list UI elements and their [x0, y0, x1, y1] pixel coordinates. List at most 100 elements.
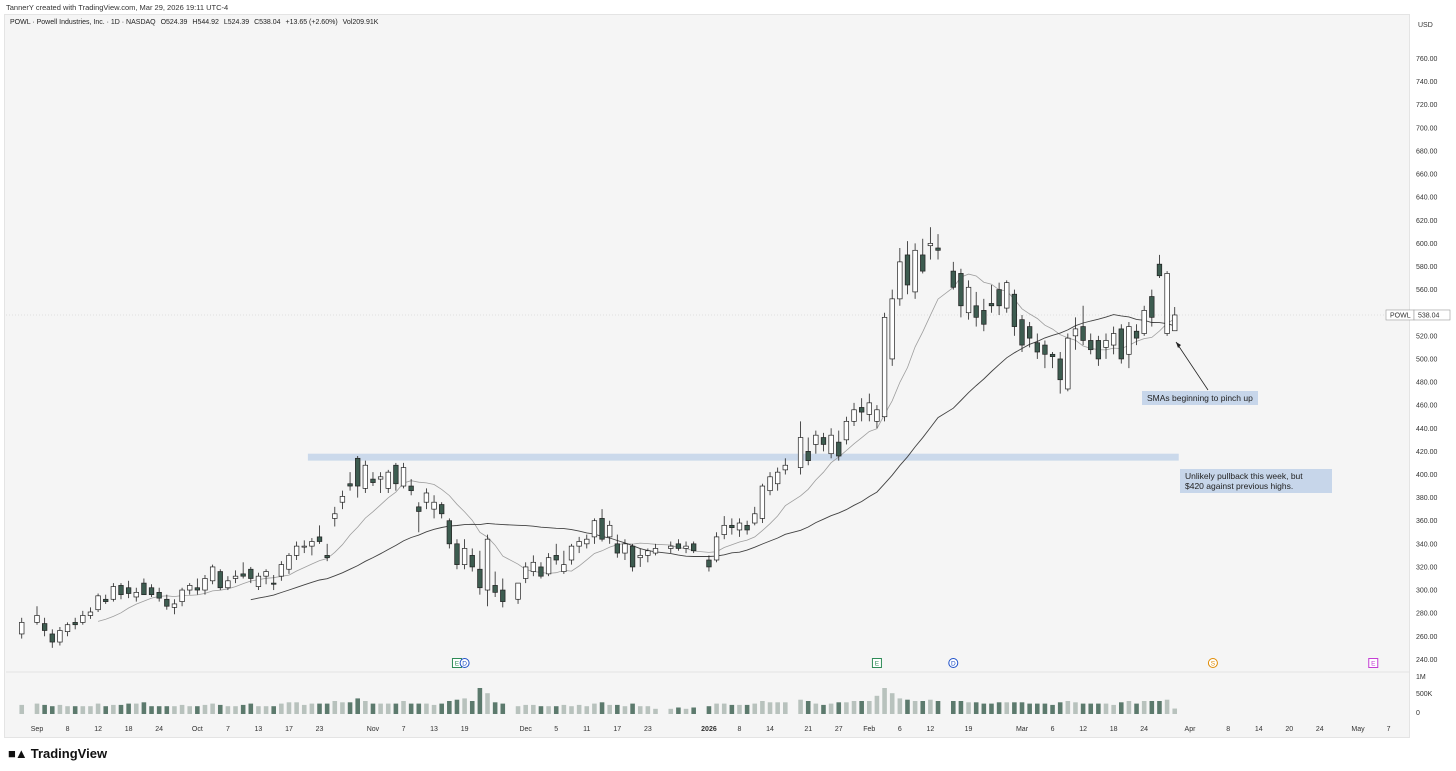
- candle-body[interactable]: [965, 286, 972, 314]
- candle-body[interactable]: [813, 434, 819, 445]
- candle-body[interactable]: [775, 471, 781, 485]
- candle-body[interactable]: [805, 451, 811, 461]
- candle-body[interactable]: [355, 457, 361, 487]
- candle-body[interactable]: [64, 624, 71, 632]
- candle-body[interactable]: [492, 585, 498, 593]
- candle-body[interactable]: [332, 513, 338, 519]
- candle-body[interactable]: [263, 571, 269, 577]
- candle-body[interactable]: [881, 316, 888, 418]
- candle-body[interactable]: [477, 568, 483, 589]
- sma-annotation[interactable]: SMAs beginning to pinch up: [1142, 391, 1258, 405]
- candle-body[interactable]: [683, 545, 689, 549]
- candle-body[interactable]: [614, 543, 620, 554]
- candle-body[interactable]: [133, 592, 139, 598]
- candle-body[interactable]: [500, 589, 506, 602]
- candle-body[interactable]: [439, 504, 445, 515]
- candle-body[interactable]: [668, 545, 674, 549]
- candle-body[interactable]: [370, 478, 376, 483]
- candle-body[interactable]: [232, 575, 239, 579]
- candle-body[interactable]: [385, 471, 391, 489]
- candle-body[interactable]: [1042, 344, 1048, 355]
- candle-body[interactable]: [622, 543, 628, 554]
- candle-body[interactable]: [851, 409, 857, 422]
- candle-body[interactable]: [950, 270, 956, 288]
- tradingview-logo[interactable]: ■▲ TradingView: [8, 746, 107, 761]
- candle-body[interactable]: [1141, 310, 1147, 334]
- candle-body[interactable]: [209, 566, 216, 582]
- candle-body[interactable]: [179, 589, 185, 602]
- candle-body[interactable]: [652, 548, 659, 554]
- candle-body[interactable]: [194, 587, 200, 591]
- candle-body[interactable]: [927, 243, 934, 247]
- candle-body[interactable]: [1118, 328, 1124, 360]
- candle-body[interactable]: [584, 538, 590, 545]
- candle-body[interactable]: [87, 611, 94, 616]
- candle-body[interactable]: [148, 587, 155, 596]
- pullback-annotation[interactable]: Unlikely pullback this week, but $420 ag…: [1180, 469, 1332, 493]
- candle-body[interactable]: [866, 402, 872, 415]
- candle-body[interactable]: [469, 555, 475, 568]
- candle-body[interactable]: [958, 273, 964, 307]
- candle-body[interactable]: [759, 485, 766, 519]
- candle-body[interactable]: [1164, 273, 1170, 334]
- candle-body[interactable]: [1027, 326, 1033, 339]
- candle-body[interactable]: [836, 441, 842, 457]
- last-price-tag[interactable]: [1413, 309, 1451, 321]
- candle-body[interactable]: [1019, 319, 1025, 346]
- event-marker[interactable]: [1207, 658, 1218, 668]
- candle-body[interactable]: [446, 520, 452, 545]
- candle-body[interactable]: [278, 564, 284, 577]
- candle-body[interactable]: [1011, 293, 1018, 327]
- candle-body[interactable]: [423, 492, 430, 503]
- candle-body[interactable]: [1004, 282, 1010, 309]
- candle-body[interactable]: [164, 598, 170, 607]
- candle-body[interactable]: [561, 564, 567, 572]
- candle-body[interactable]: [637, 555, 643, 559]
- candle-body[interactable]: [1080, 326, 1086, 341]
- candle-body[interactable]: [675, 543, 682, 549]
- candle-body[interactable]: [599, 518, 605, 540]
- candle-body[interactable]: [248, 568, 254, 579]
- candle-body[interactable]: [1149, 296, 1155, 318]
- candle-body[interactable]: [736, 522, 743, 531]
- currency-label[interactable]: USD: [1418, 22, 1433, 29]
- candle-body[interactable]: [935, 247, 941, 251]
- event-marker[interactable]: [948, 658, 959, 668]
- candle-body[interactable]: [118, 585, 124, 596]
- candle-body[interactable]: [301, 545, 307, 548]
- event-marker[interactable]: [871, 658, 882, 668]
- candle-body[interactable]: [1065, 337, 1071, 390]
- candle-body[interactable]: [324, 555, 330, 559]
- candle-body[interactable]: [1095, 340, 1102, 360]
- candle-body[interactable]: [629, 545, 636, 568]
- candle-body[interactable]: [103, 598, 109, 602]
- candle-body[interactable]: [416, 506, 422, 512]
- candle-body[interactable]: [973, 305, 979, 318]
- candle-body[interactable]: [316, 536, 323, 542]
- candle-body[interactable]: [171, 603, 178, 608]
- event-marker[interactable]: [1368, 658, 1379, 668]
- candle-body[interactable]: [309, 541, 315, 547]
- candle-body[interactable]: [538, 566, 544, 577]
- candle-body[interactable]: [545, 557, 552, 575]
- candle-body[interactable]: [1057, 358, 1063, 381]
- candle-body[interactable]: [286, 555, 292, 570]
- candle-body[interactable]: [568, 545, 575, 561]
- candle-body[interactable]: [859, 407, 865, 413]
- candle-body[interactable]: [49, 633, 55, 643]
- candle-body[interactable]: [339, 496, 346, 503]
- candle-body[interactable]: [431, 501, 437, 510]
- candle-body[interactable]: [484, 538, 491, 591]
- candle-body[interactable]: [41, 623, 48, 631]
- candle-body[interactable]: [874, 409, 880, 422]
- candle-body[interactable]: [797, 437, 804, 468]
- candle-body[interactable]: [110, 586, 116, 600]
- candle-body[interactable]: [1111, 333, 1117, 346]
- candle-body[interactable]: [981, 310, 987, 325]
- candle-body[interactable]: [347, 483, 353, 487]
- candle-body[interactable]: [912, 249, 918, 293]
- candle-body[interactable]: [515, 582, 521, 600]
- candle-body[interactable]: [782, 464, 788, 471]
- candle-body[interactable]: [95, 595, 101, 611]
- candle-body[interactable]: [1133, 330, 1140, 339]
